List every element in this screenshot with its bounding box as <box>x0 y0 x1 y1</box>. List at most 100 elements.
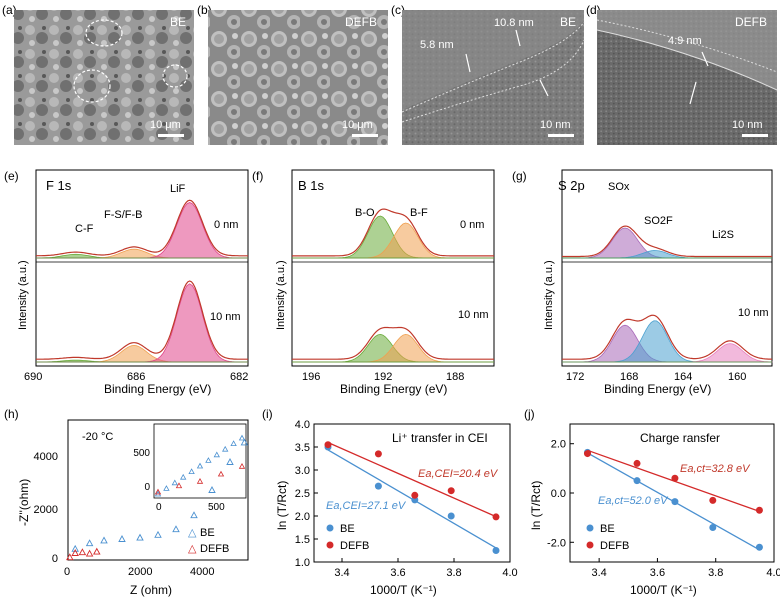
legend-marker-be <box>586 524 594 532</box>
x-tick-label: 188 <box>446 371 464 383</box>
interface-line <box>401 39 585 123</box>
data-point-defb <box>633 459 641 467</box>
xps-envelope <box>292 208 494 257</box>
inset-tick-label: 500 <box>208 502 225 513</box>
scale-label: 10 nm <box>540 119 571 131</box>
inset-point-be <box>180 473 187 480</box>
measurement-label: 4.9 nm <box>668 35 702 47</box>
plot-title: Charge ransfer <box>640 431 720 445</box>
x-tick-label: 164 <box>674 371 692 383</box>
data-point-be <box>755 543 763 551</box>
scale-bar <box>352 134 378 137</box>
xps-s2p-panel: (g) S 2p Intensity (a.u.) Binding Energy… <box>512 169 773 396</box>
arrow <box>539 79 549 97</box>
inset-point-be <box>230 440 237 446</box>
plot-frame <box>291 169 495 367</box>
micro-label-be-tem: BE <box>560 15 576 29</box>
inset-point-be <box>205 457 212 463</box>
sem-image-be <box>14 10 194 145</box>
legend-marker-be <box>326 524 334 532</box>
x-tick-label: 172 <box>566 371 584 383</box>
nyquist-point-be <box>154 530 162 538</box>
y-tick-label: 4000 <box>34 451 58 463</box>
legend-label-be: BE <box>340 523 355 535</box>
activation-energy-label-defb: Ea,CEI=20.4 eV <box>418 468 499 480</box>
plot-frame <box>67 419 249 561</box>
fit-line-defb <box>327 441 497 518</box>
x-tick-label: 196 <box>302 371 320 383</box>
xps-envelope <box>36 280 248 360</box>
plot-frame <box>35 169 249 367</box>
scale-bar <box>158 134 184 137</box>
x-axis-label: Binding Energy (eV) <box>604 382 711 396</box>
inset-point-be <box>222 445 229 452</box>
xps-b1s-panel: (f) B 1s Intensity (a.u.) Binding Energy… <box>252 169 495 396</box>
data-point-defb <box>492 513 500 521</box>
y-tick-label: 1.5 <box>295 534 310 546</box>
x-tick-label: 4.0 <box>502 567 517 579</box>
data-point-defb <box>709 496 717 504</box>
scale-bar <box>548 134 574 137</box>
inset-point-defb <box>238 462 246 469</box>
measurement-label: 5.8 nm <box>420 39 454 51</box>
y-tick-label: 2.0 <box>551 439 566 451</box>
panel-letter-c: (c) <box>391 3 405 17</box>
x-axis-label: Binding Energy (eV) <box>104 382 211 396</box>
spectrum-title: S 2p <box>558 178 585 193</box>
depth-label: 0 nm <box>214 219 238 231</box>
depth-label: 10 nm <box>738 307 769 319</box>
legend-label-defb: DEFB <box>340 540 369 552</box>
arrow <box>465 53 471 73</box>
inset-point-defb <box>196 477 204 484</box>
y-tick-label: 0 <box>52 553 58 565</box>
inset-tick-label: 0 <box>156 502 162 513</box>
y-tick-label: 1.0 <box>295 557 310 569</box>
x-axis-label: Binding Energy (eV) <box>340 382 447 396</box>
inset-point-defb <box>217 470 225 477</box>
data-point-be <box>492 547 500 554</box>
data-point-defb <box>324 441 332 449</box>
micro-label-be: BE <box>170 15 186 29</box>
legend-marker-be: △ <box>188 527 197 539</box>
y-axis-label: Intensity (a.u.) <box>543 260 555 330</box>
nyquist-point-be <box>208 486 216 493</box>
panel-letter-h: (h) <box>4 407 19 421</box>
y-axis-label: -Z''(ohm) <box>17 479 31 526</box>
inset-point-be <box>238 434 246 441</box>
x-tick-label: 168 <box>620 371 638 383</box>
peak-label: F-S/F-B <box>104 209 143 221</box>
panel-letter-g: (g) <box>512 169 527 183</box>
peak-label: SOx <box>608 181 630 193</box>
data-point-be <box>447 512 455 520</box>
y-axis-label: ln (T/Rct) <box>529 481 543 530</box>
temperature-label: -20 °C <box>82 431 113 443</box>
nyquist-marks <box>66 434 249 561</box>
plot-title: Li⁺ transfer in CEI <box>392 431 488 445</box>
x-tick-label: 0 <box>64 566 70 578</box>
interface-line <box>401 21 585 113</box>
data-point-be <box>374 482 382 490</box>
y-tick-label: 0.0 <box>551 488 566 500</box>
inset-frame <box>153 423 247 499</box>
x-tick-label: 3.6 <box>650 567 665 579</box>
arrhenius-marks <box>583 448 763 551</box>
scale-label: 10 μm <box>150 119 181 131</box>
data-point-defb <box>411 491 419 499</box>
x-tick-label: 2000 <box>128 566 152 578</box>
nyquist-point-be <box>172 525 180 533</box>
activation-energy-label-be: Ea,ct=52.0 eV <box>598 495 669 507</box>
legend-label-defb: DEFB <box>200 543 229 555</box>
legend-marker-defb <box>326 541 334 549</box>
peak-label: LiF <box>170 183 186 195</box>
y-axis-label: Intensity (a.u.) <box>17 260 29 330</box>
x-tick-label: 4.0 <box>766 567 780 579</box>
data-point-be <box>709 524 717 531</box>
y-tick-label: -2.0 <box>547 537 566 549</box>
arrhenius-marks <box>324 441 500 554</box>
x-tick-label: 4000 <box>190 566 214 578</box>
axis-ticks: 3.4 3.6 3.8 4.0 -2.0 0.0 2.0 <box>547 439 780 579</box>
scale-label: 10 nm <box>732 119 763 131</box>
xps-curves <box>562 225 773 363</box>
inset-point-defb <box>175 482 183 489</box>
x-tick-label: 160 <box>728 371 746 383</box>
